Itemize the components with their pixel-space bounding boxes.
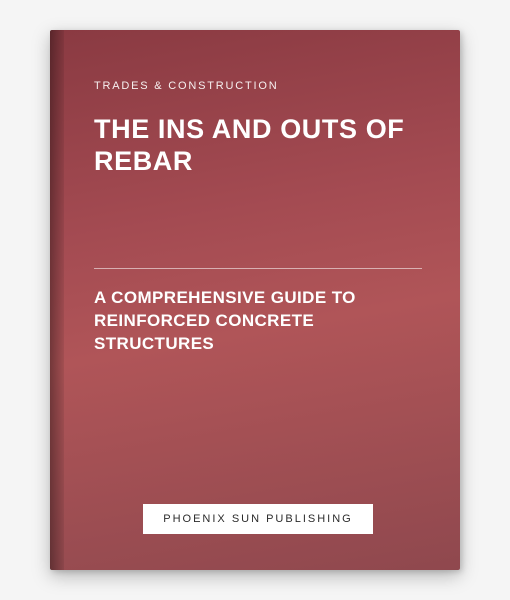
spacer xyxy=(94,356,422,504)
category-label: TRADES & CONSTRUCTION xyxy=(94,80,422,92)
book-cover: TRADES & CONSTRUCTION THE INS AND OUTS O… xyxy=(50,30,460,570)
book-spine xyxy=(50,30,64,570)
divider-line xyxy=(94,268,422,269)
book-subtitle: A COMPREHENSIVE GUIDE TO REINFORCED CONC… xyxy=(94,287,422,356)
book-title: THE INS AND OUTS OF REBAR xyxy=(94,114,422,178)
publisher-badge: PHOENIX SUN PUBLISHING xyxy=(143,504,372,534)
cover-surface: TRADES & CONSTRUCTION THE INS AND OUTS O… xyxy=(50,30,460,570)
